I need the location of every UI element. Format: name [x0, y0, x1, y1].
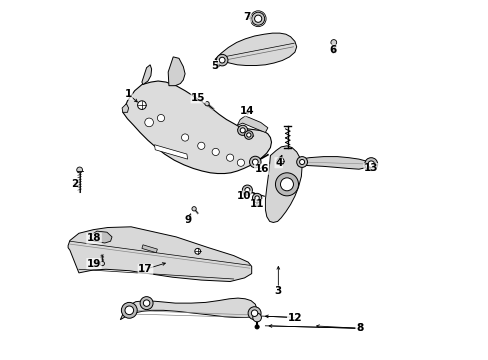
Circle shape [367, 161, 374, 167]
Circle shape [275, 173, 298, 196]
Circle shape [121, 302, 137, 318]
Circle shape [246, 133, 250, 137]
Circle shape [219, 57, 224, 63]
Polygon shape [142, 245, 157, 253]
Polygon shape [68, 227, 251, 282]
Text: 4: 4 [274, 158, 282, 168]
Circle shape [330, 40, 336, 45]
Polygon shape [154, 145, 187, 159]
Circle shape [192, 207, 196, 211]
Circle shape [244, 131, 253, 139]
Circle shape [242, 185, 252, 195]
Circle shape [247, 307, 261, 320]
Circle shape [254, 196, 259, 200]
Circle shape [125, 306, 133, 315]
Polygon shape [142, 65, 151, 85]
Polygon shape [237, 116, 267, 132]
Text: 5: 5 [211, 60, 218, 71]
Text: 1: 1 [125, 89, 132, 99]
Text: 17: 17 [138, 264, 153, 274]
Text: 2: 2 [71, 179, 78, 189]
Text: 7: 7 [243, 12, 250, 22]
Polygon shape [265, 146, 302, 222]
Circle shape [194, 248, 200, 254]
Text: 13: 13 [363, 163, 378, 174]
Text: 19: 19 [87, 258, 101, 269]
Text: 9: 9 [183, 215, 191, 225]
Text: 8: 8 [355, 323, 363, 333]
Text: 6: 6 [328, 45, 336, 55]
Polygon shape [120, 298, 257, 320]
Circle shape [280, 178, 293, 191]
Circle shape [299, 159, 304, 165]
Text: 14: 14 [240, 106, 254, 116]
Circle shape [197, 142, 204, 149]
Polygon shape [122, 104, 128, 112]
Polygon shape [122, 81, 271, 174]
Polygon shape [168, 57, 185, 86]
Circle shape [143, 300, 149, 306]
Text: 8: 8 [355, 323, 363, 333]
Text: 18: 18 [86, 233, 101, 243]
Text: 12: 12 [287, 312, 302, 323]
Text: 16: 16 [254, 164, 268, 174]
Circle shape [249, 156, 261, 168]
Text: 15: 15 [191, 93, 205, 103]
Text: 10: 10 [236, 191, 250, 201]
Circle shape [251, 12, 264, 25]
Circle shape [252, 159, 258, 165]
Circle shape [244, 188, 249, 193]
Circle shape [144, 118, 153, 127]
Circle shape [254, 325, 259, 329]
Circle shape [252, 313, 261, 322]
Circle shape [137, 101, 146, 109]
Circle shape [212, 148, 219, 156]
Circle shape [364, 158, 377, 171]
Circle shape [237, 125, 247, 135]
Text: 3: 3 [274, 286, 282, 296]
Circle shape [204, 102, 209, 106]
Circle shape [296, 157, 307, 167]
Circle shape [181, 134, 188, 141]
Circle shape [77, 167, 82, 173]
Polygon shape [215, 33, 296, 66]
Text: 12: 12 [287, 312, 302, 323]
Polygon shape [301, 157, 371, 169]
Circle shape [216, 54, 227, 66]
Circle shape [254, 15, 261, 22]
Circle shape [100, 261, 104, 266]
Circle shape [276, 158, 284, 165]
Circle shape [240, 128, 244, 133]
Circle shape [226, 154, 233, 161]
Circle shape [157, 114, 164, 122]
Circle shape [140, 297, 153, 310]
Circle shape [252, 193, 261, 203]
Circle shape [251, 310, 257, 316]
Text: 11: 11 [249, 199, 264, 210]
Polygon shape [89, 231, 112, 243]
Circle shape [237, 159, 244, 166]
